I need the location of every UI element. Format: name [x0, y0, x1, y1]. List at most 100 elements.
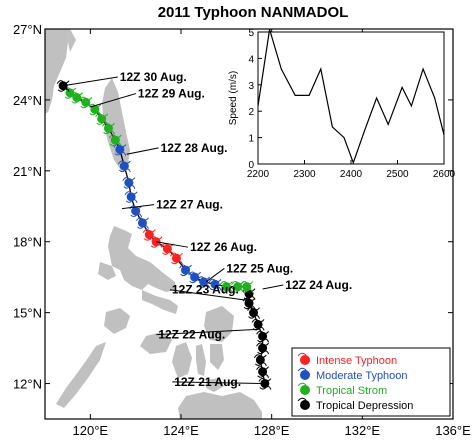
- typhoon-track: [56, 80, 272, 390]
- track-point: [137, 218, 147, 228]
- annotation-leader: [205, 268, 225, 283]
- legend-marker: [300, 385, 310, 395]
- land-luzon-south: [142, 290, 178, 314]
- legend-marker-arm: [297, 367, 307, 372]
- inset-y-tick-label: 2: [248, 107, 254, 118]
- inset-background: [258, 32, 444, 164]
- land-cebu: [196, 344, 206, 376]
- x-tick-label: 120°E: [73, 423, 109, 438]
- land-mindoro: [104, 308, 130, 334]
- track-point: [233, 282, 243, 292]
- annotation-leader: [155, 241, 189, 248]
- y-tick-label: 27°N: [13, 22, 42, 37]
- land-luzon-arm: [98, 262, 116, 280]
- track-point: [258, 343, 268, 353]
- annotation-leader: [262, 284, 284, 290]
- track-point: [181, 265, 191, 275]
- land-negros: [172, 342, 192, 378]
- x-tick-label: 136°E: [435, 423, 471, 438]
- track-point: [110, 135, 120, 145]
- land-china-coast: [45, 29, 70, 114]
- track-point: [210, 279, 220, 289]
- track-annotation: 12Z 24 Aug.: [285, 278, 352, 292]
- inset-y-tick-label: 5: [248, 28, 254, 39]
- track-point: [253, 319, 263, 329]
- track-annotation: 12Z 27 Aug.: [156, 198, 223, 212]
- legend-marker-arm: [297, 397, 307, 402]
- track-annotations: 12Z 30 Aug. 12Z 29 Aug. 12Z 28 Aug. 12Z 27 …: [63, 70, 352, 389]
- track-annotation: 12Z 22 Aug.: [158, 328, 225, 342]
- map-border: [44, 28, 454, 420]
- inset-x-tick-label: 2400: [340, 169, 363, 180]
- land-leyte: [210, 344, 224, 370]
- legend-marker: [300, 400, 310, 410]
- track-annotation: 12Z 29 Aug.: [138, 87, 205, 101]
- annotation-leader: [169, 289, 252, 302]
- legend-marker-arm: [297, 352, 307, 357]
- land-mindanao: [178, 392, 262, 419]
- legend-label: Tropical Depression: [316, 400, 413, 412]
- y-tick-label: 15°N: [13, 306, 42, 321]
- inset-plot: 2200 2300 2400 2500 2600 0 1 2 3 4 5: [247, 28, 456, 180]
- track-point: [171, 253, 181, 263]
- legend-marker: [300, 355, 310, 365]
- track-annotation: 12Z 30 Aug.: [120, 70, 187, 84]
- legend-marker: [300, 370, 310, 380]
- track-point: [221, 282, 231, 292]
- inset-x-tick-label: 2300: [293, 169, 316, 180]
- y-tick-label: 12°N: [13, 377, 42, 392]
- annotation-leader: [156, 328, 261, 336]
- land-china-coast-2: [68, 29, 76, 52]
- x-tick-label: 132°E: [345, 423, 381, 438]
- land-bohol: [206, 378, 224, 392]
- track-point: [126, 192, 136, 202]
- annotation-leader: [90, 93, 137, 108]
- legend-box: [291, 347, 451, 417]
- inset-x-tick-label: 2200: [247, 169, 270, 180]
- track-point: [249, 308, 259, 318]
- annotation-leader: [63, 76, 118, 87]
- speed-line: [257, 29, 445, 165]
- inset-y-tick-label: 1: [248, 134, 254, 145]
- land-palawan: [56, 342, 106, 408]
- y-tick-label: 18°N: [13, 235, 42, 250]
- inset-border: [257, 31, 445, 165]
- inset-y-tick-label: 3: [248, 81, 254, 92]
- legend: Intense Typhoon Moderate Typhoon Tropical …: [291, 347, 451, 417]
- track-point: [162, 244, 172, 254]
- track-point: [97, 114, 107, 124]
- track-point: [81, 97, 91, 107]
- inset-ylabel: Speed (m/s): [228, 71, 239, 125]
- track-point: [258, 367, 268, 377]
- track-annotation: 12Z 23 Aug.: [172, 283, 239, 297]
- annotation-leader: [126, 147, 159, 155]
- land-panay: [140, 332, 172, 354]
- legend-label: Moderate Typhoon: [316, 370, 408, 382]
- track-point: [124, 178, 134, 188]
- track-point: [190, 272, 200, 282]
- chart-title: 2011 Typhoon NANMADOL: [158, 4, 349, 21]
- map-axes: 120°E 124°E 128°E 132°E 136°E 12°N 15°N 18°N 21°…: [13, 22, 471, 438]
- speed-inset: 2200 2300 2400 2500 2600 0 1 2 3 4 5 Speed (m/s): [228, 28, 456, 180]
- track-annotation: 12Z 28 Aug.: [161, 141, 228, 155]
- y-tick-label: 24°N: [13, 93, 42, 108]
- track-point: [258, 331, 268, 341]
- track-annotation: 12Z 26 Aug.: [190, 240, 257, 254]
- track-point: [103, 123, 113, 133]
- inset-y-tick-label: 4: [248, 54, 254, 65]
- legend-label: Tropical Strom: [316, 385, 387, 397]
- land-layer: [45, 29, 262, 419]
- track-point: [72, 93, 82, 103]
- x-tick-label: 124°E: [163, 423, 199, 438]
- y-tick-label: 21°N: [13, 164, 42, 179]
- track-point: [115, 145, 125, 155]
- track-point: [242, 282, 252, 292]
- track-annotation: 12Z 21 Aug.: [174, 375, 241, 389]
- annotation-leader: [122, 204, 155, 210]
- annotation-leader: [172, 381, 265, 385]
- track-point: [144, 230, 154, 240]
- track-point: [65, 88, 75, 98]
- legend-label: Intense Typhoon: [316, 355, 397, 367]
- inset-x-tick-label: 2500: [386, 169, 409, 180]
- land-samar: [204, 306, 234, 342]
